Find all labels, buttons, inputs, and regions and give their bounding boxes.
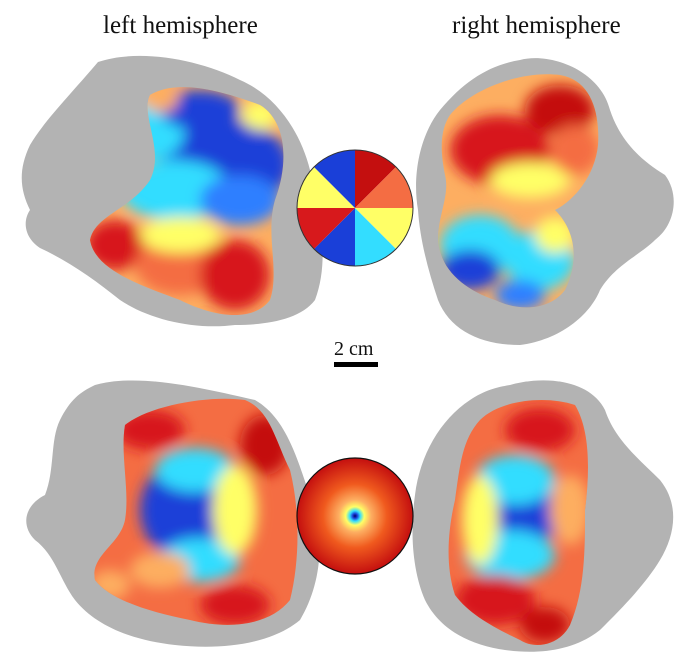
scale-bar-label: 2 cm [334, 338, 374, 360]
scale-bar [334, 362, 378, 367]
right-hemisphere-bottom-map [412, 380, 674, 652]
left-hemisphere-title: left hemisphere [103, 12, 258, 39]
right-hemisphere-top-map [416, 58, 674, 346]
left-hemisphere-top-map [21, 55, 323, 327]
eccentricity-disc-key [296, 457, 414, 575]
left-hemisphere-bottom-map [26, 380, 320, 647]
polar-angle-wheel-key [296, 149, 414, 267]
right-hemisphere-title: right hemisphere [452, 12, 621, 39]
